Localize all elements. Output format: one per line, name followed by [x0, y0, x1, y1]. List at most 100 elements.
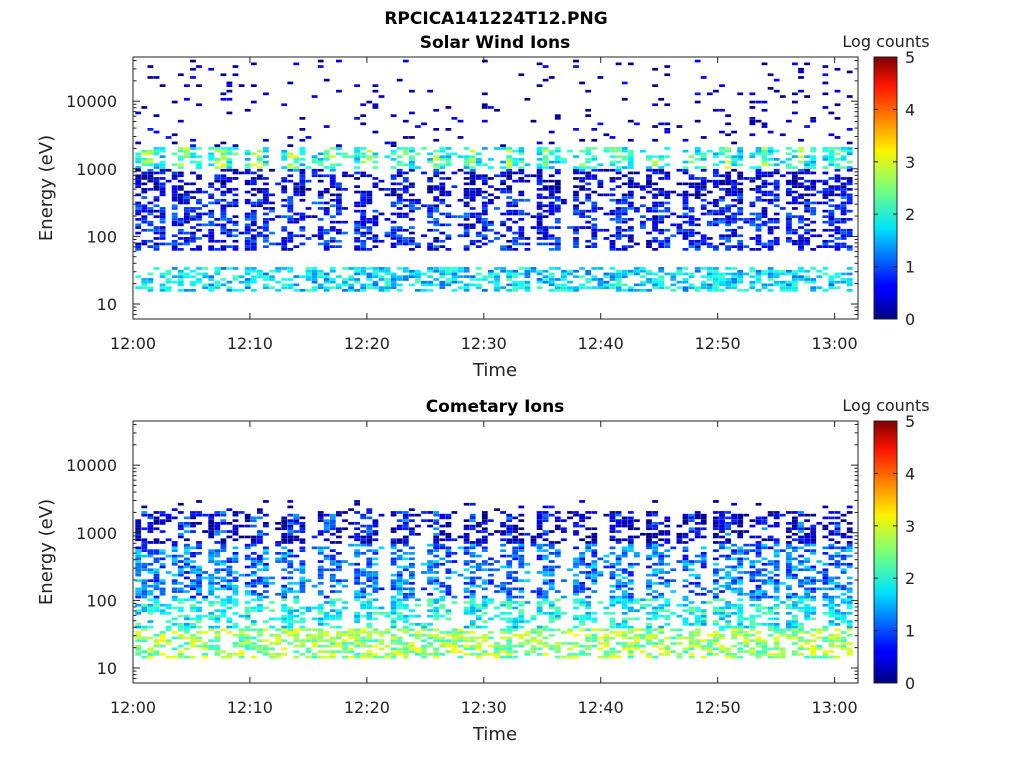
heatmap-cell — [159, 511, 166, 514]
heatmap-cell — [208, 560, 215, 563]
heatmap-cell — [615, 642, 622, 645]
heatmap-cell — [737, 198, 744, 202]
heatmap-cell — [360, 242, 367, 246]
heatmap-cell — [603, 286, 610, 289]
heatmap-cell — [299, 584, 306, 588]
heatmap-cell — [640, 269, 646, 273]
heatmap-cell — [475, 267, 482, 270]
heatmap-cell — [828, 209, 835, 213]
heatmap-cell — [512, 158, 519, 161]
heatmap-cell — [731, 198, 737, 202]
heatmap-cell — [457, 546, 464, 550]
heatmap-cell — [713, 185, 719, 188]
heatmap-cell — [676, 125, 683, 128]
heatmap-cell — [822, 201, 829, 205]
heatmap-cell — [177, 532, 184, 536]
heatmap-cell — [214, 541, 221, 544]
heatmap-cell — [445, 535, 452, 539]
heatmap-cell — [196, 218, 202, 221]
colorbar-tick-label: 5 — [905, 48, 915, 67]
heatmap-cell — [615, 168, 622, 172]
heatmap-cell — [360, 103, 367, 107]
heatmap-cell — [250, 220, 257, 224]
heatmap-cell — [494, 560, 500, 563]
heatmap-cell — [433, 174, 440, 178]
heatmap-cell — [567, 289, 573, 292]
heatmap-cell — [439, 516, 446, 520]
heatmap-cell — [293, 193, 300, 197]
heatmap-cell — [737, 158, 744, 161]
heatmap-cell — [755, 289, 762, 292]
heatmap-cell — [548, 196, 555, 199]
heatmap-cell — [694, 177, 701, 180]
heatmap-cell — [396, 603, 403, 607]
heatmap-cell — [153, 231, 160, 235]
heatmap-cell — [257, 269, 263, 273]
heatmap-cell — [135, 650, 142, 653]
heatmap-cell — [603, 653, 610, 656]
heatmap-cell — [798, 67, 804, 71]
heatmap-cell — [798, 237, 804, 240]
heatmap-cell — [761, 152, 768, 156]
heatmap-cell — [311, 653, 318, 656]
heatmap-cell — [786, 215, 792, 218]
heatmap-cell — [257, 595, 263, 599]
heatmap-cell — [354, 543, 360, 547]
heatmap-cell — [506, 587, 513, 591]
heatmap-cell — [615, 147, 622, 150]
heatmap-cell — [804, 155, 810, 158]
heatmap-cell — [305, 207, 312, 210]
heatmap-cell — [366, 196, 373, 199]
heatmap-cell — [366, 190, 373, 194]
heatmap-cell — [761, 147, 768, 150]
heatmap-cell — [250, 623, 257, 626]
heatmap-cell — [409, 237, 415, 240]
heatmap-cell — [250, 644, 257, 648]
heatmap-cell — [682, 231, 689, 235]
heatmap-cell — [664, 171, 671, 175]
heatmap-cell — [226, 280, 233, 284]
heatmap-cell — [615, 280, 622, 284]
heatmap-cell — [548, 289, 555, 292]
heatmap-cell — [317, 237, 324, 240]
heatmap-cell — [469, 592, 476, 596]
heatmap-cell — [311, 642, 318, 645]
heatmap-cell — [621, 598, 628, 602]
heatmap-cell — [402, 519, 409, 522]
heatmap-cell — [682, 182, 689, 186]
heatmap-cell — [323, 272, 330, 276]
heatmap-cell — [384, 231, 391, 235]
heatmap-cell — [834, 204, 841, 208]
heatmap-cell — [676, 193, 683, 197]
heatmap-cell — [208, 582, 215, 585]
heatmap-cell — [585, 188, 592, 191]
heatmap-cell — [141, 218, 148, 221]
heatmap-cell — [208, 283, 215, 287]
heatmap-cell — [804, 168, 810, 172]
heatmap-cell — [354, 614, 360, 618]
heatmap-cell — [518, 562, 525, 566]
heatmap-cell — [390, 149, 397, 153]
heatmap-cell — [342, 631, 348, 634]
heatmap-cell — [737, 248, 744, 251]
heatmap-cell — [536, 571, 543, 574]
heatmap-cell — [798, 196, 804, 199]
heatmap-cell — [652, 204, 658, 208]
heatmap-cell — [652, 160, 658, 164]
heatmap-cell — [165, 179, 172, 183]
heatmap-cell — [208, 519, 215, 522]
heatmap-cell — [372, 269, 379, 273]
heatmap-cell — [317, 158, 324, 161]
heatmap-cell — [250, 573, 257, 577]
heatmap-cell — [153, 237, 160, 240]
heatmap-cell — [463, 190, 470, 194]
heatmap-cell — [226, 204, 233, 208]
heatmap-cell — [646, 245, 652, 248]
heatmap-cell — [135, 212, 142, 216]
heatmap-cell — [579, 166, 585, 169]
heatmap-cell — [579, 513, 585, 517]
heatmap-cell — [427, 248, 433, 251]
heatmap-cell — [469, 546, 476, 550]
heatmap-cell — [536, 141, 543, 145]
heatmap-cell — [609, 571, 616, 574]
